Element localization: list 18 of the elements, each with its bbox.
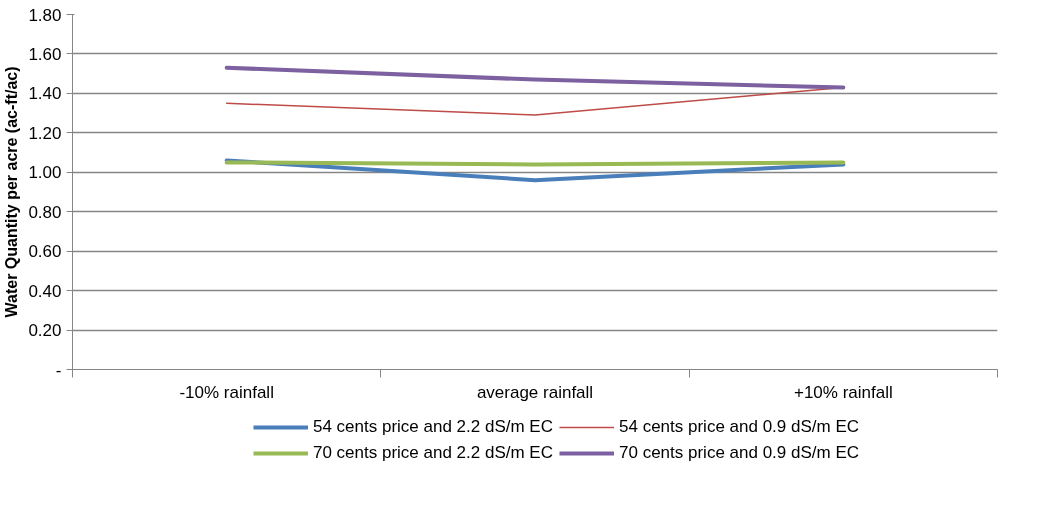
legend-label: 54 cents price and 0.9 dS/m EC bbox=[619, 417, 860, 437]
y-tick-label: 0.80 bbox=[28, 202, 62, 222]
y-tick-label: - bbox=[55, 360, 62, 380]
legend-label: 70 cents price and 0.9 dS/m EC bbox=[619, 443, 860, 463]
y-tick-label: 1.00 bbox=[28, 163, 62, 183]
legend-label: 70 cents price and 2.2 dS/m EC bbox=[312, 443, 553, 463]
x-tick-label: +10% rainfall bbox=[793, 382, 893, 402]
x-tick-label: -10% rainfall bbox=[179, 382, 274, 402]
y-tick-label: 1.60 bbox=[28, 44, 62, 64]
y-tick-label: 1.20 bbox=[28, 123, 62, 143]
legend-label: 54 cents price and 2.2 dS/m EC bbox=[312, 417, 553, 437]
y-tick-label: 1.80 bbox=[28, 5, 62, 25]
y-tick-label: 1.40 bbox=[28, 84, 62, 104]
y-tick-label: 0.60 bbox=[28, 242, 62, 262]
x-tick-label: average rainfall bbox=[476, 382, 594, 402]
y-tick-label: 0.40 bbox=[28, 281, 62, 301]
y-tick-label: 0.20 bbox=[28, 321, 62, 341]
y-axis-title: Water Quantity per acre (ac-ft/ac) bbox=[3, 66, 21, 318]
